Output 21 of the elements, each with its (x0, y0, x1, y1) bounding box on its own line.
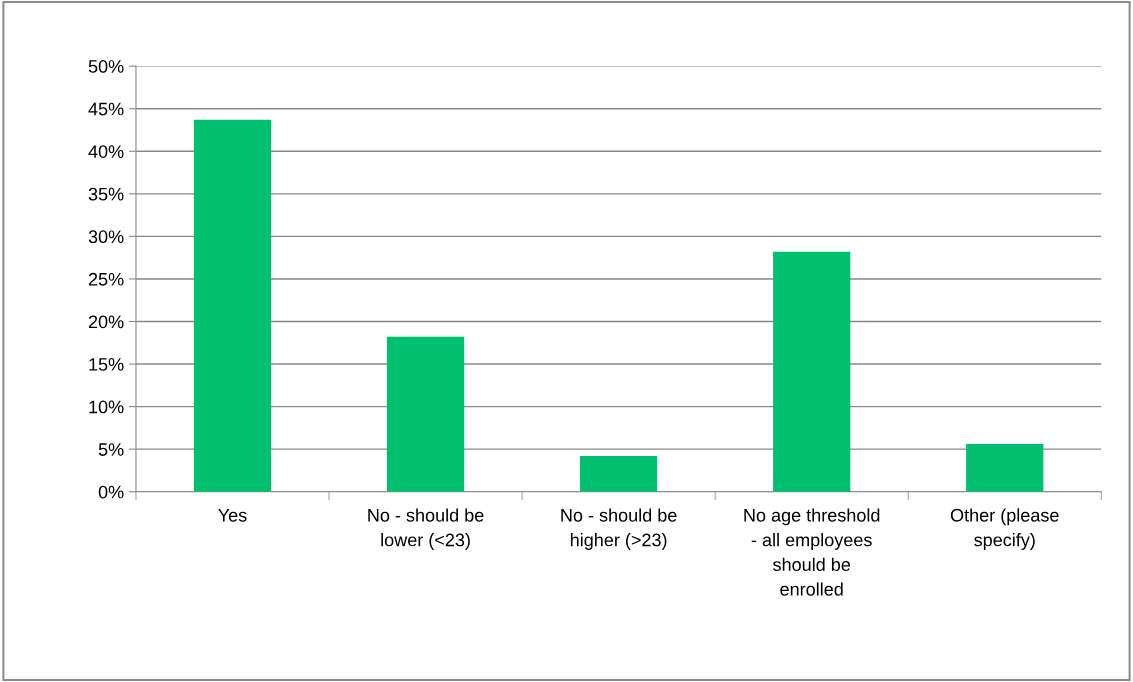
x-tick-label: Other (please specify) (950, 508, 1059, 550)
bar (966, 444, 1044, 492)
y-tick-label: 5% (98, 443, 124, 456)
bar (580, 455, 658, 492)
bar (773, 251, 851, 492)
bar (193, 119, 272, 492)
x-tick-label: No age threshold - all employees should be enrolled (744, 508, 880, 596)
y-tick-label: 15% (89, 358, 124, 371)
y-tick-label: 10% (89, 400, 124, 414)
y-tick-label: 20% (88, 315, 124, 329)
y-tick-label: 25% (88, 272, 124, 286)
y-tick-label: 35% (88, 187, 124, 201)
y-tick-label: 45% (88, 102, 124, 116)
y-tick-label: 0% (98, 485, 124, 499)
y-tick-label: 40% (88, 145, 124, 158)
x-tick-label: Yes (218, 509, 247, 522)
x-tick-label: No - should be higher (>23) (561, 508, 677, 550)
y-tick-label: 30% (88, 230, 124, 244)
y-tick-label: 50% (88, 60, 124, 73)
bar (386, 336, 465, 492)
x-tick-label: No - should be lower (<23) (368, 508, 484, 550)
